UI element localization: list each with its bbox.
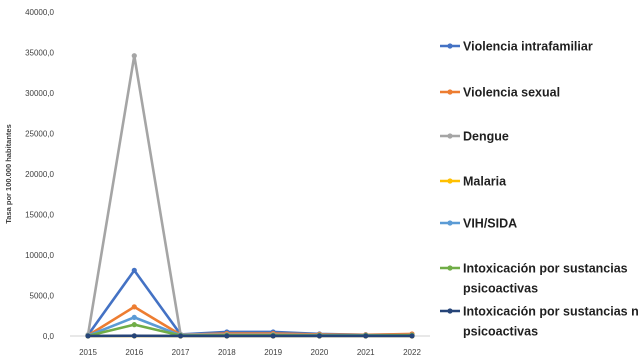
y-tick-label: 20000,0 xyxy=(25,170,54,179)
data-point xyxy=(131,314,137,320)
legend-label: VIH/SIDA xyxy=(463,217,517,231)
series-3 xyxy=(85,53,415,338)
data-point xyxy=(177,333,184,339)
legend-label: Malaria xyxy=(463,175,507,189)
y-tick-label: 15000,0 xyxy=(25,211,54,220)
legend-item: Violencia intrafamiliar xyxy=(440,40,593,54)
x-tick-label: 2020 xyxy=(311,348,329,357)
legend-dot-marker xyxy=(447,220,453,226)
x-tick-label: 2018 xyxy=(218,348,236,357)
data-point xyxy=(131,267,137,273)
data-point xyxy=(131,322,137,328)
data-point xyxy=(316,333,323,339)
x-tick-label: 2021 xyxy=(357,348,375,357)
x-tick-label: 2022 xyxy=(403,348,421,357)
series-line xyxy=(86,54,412,337)
legend: Violencia intrafamiliar Violencia sexual D… xyxy=(440,40,638,339)
y-tick-label: 35000,0 xyxy=(25,49,54,58)
legend-label: Dengue xyxy=(463,130,509,144)
y-tick-label: 30000,0 xyxy=(25,89,54,98)
legend-item: Dengue xyxy=(440,130,509,144)
legend-dot-marker xyxy=(447,89,453,95)
y-tick-label: 0,0 xyxy=(43,332,55,341)
legend-dot-marker xyxy=(447,178,453,184)
legend-label: Intoxicación por sustancias no psicoactiv… xyxy=(463,305,638,339)
y-tick-label: 25000,0 xyxy=(25,130,54,139)
data-point xyxy=(131,333,137,339)
y-tick-label: 40000,0 xyxy=(25,8,54,17)
data-point xyxy=(270,333,276,339)
legend-label: Violencia intrafamiliar xyxy=(463,40,593,54)
data-point xyxy=(409,333,415,339)
y-axis-title-text: Tasa por 100.000 habitantes xyxy=(4,124,13,224)
legend-item: Intoxicación por sustancias psicoactivas xyxy=(440,262,628,296)
x-tick-label: 2016 xyxy=(125,348,143,357)
x-tick-label: 2015 xyxy=(79,348,97,357)
legend-dot-marker xyxy=(447,43,453,49)
series-lines xyxy=(85,53,415,339)
series-7 xyxy=(85,333,415,339)
y-axis-title: Tasa por 100.000 habitantes xyxy=(4,124,13,224)
y-tick-label: 10000,0 xyxy=(25,251,54,260)
data-point xyxy=(224,333,230,339)
legend-item: VIH/SIDA xyxy=(440,217,517,231)
legend-label: Intoxicación por sustancias psicoactivas xyxy=(463,262,628,296)
legend-dot-marker xyxy=(447,265,453,271)
y-tick-label: 5000,0 xyxy=(30,292,55,301)
y-tick-labels: 0,0 5000,0 10000,0 15000,0 20000,0 25000,0 300… xyxy=(25,8,54,341)
legend-dot-marker xyxy=(447,308,453,314)
legend-item: Violencia sexual xyxy=(440,86,560,100)
x-tick-label: 2019 xyxy=(264,348,282,357)
legend-item: Intoxicación por sustancias no psicoactiv… xyxy=(440,305,638,339)
data-point xyxy=(131,304,137,310)
legend-label: Violencia sexual xyxy=(463,86,560,100)
data-point xyxy=(85,333,91,339)
legend-dot-marker xyxy=(447,133,453,139)
x-tick-labels: 2015 2016 2017 2018 2019 2020 2021 2022 xyxy=(79,348,421,357)
data-point xyxy=(131,53,137,59)
x-tick-label: 2017 xyxy=(172,348,190,357)
legend-item: Malaria xyxy=(440,175,507,189)
data-point xyxy=(363,333,369,339)
